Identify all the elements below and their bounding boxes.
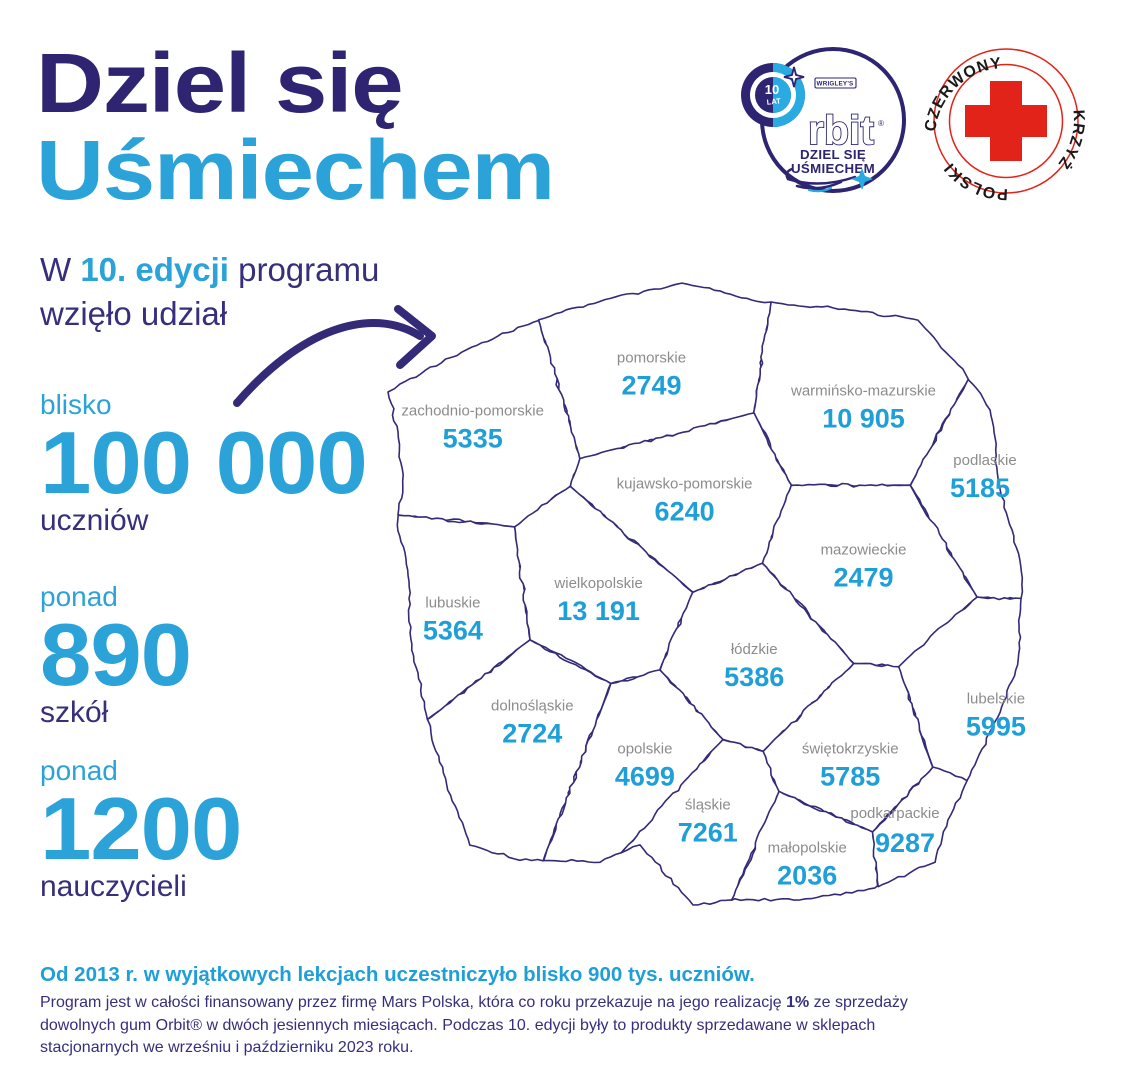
svg-text:lubuskie: lubuskie [425,595,480,612]
svg-text:5335: 5335 [443,424,503,454]
svg-text:dolnośląskie: dolnośląskie [491,697,574,714]
svg-text:5185: 5185 [950,473,1010,503]
svg-text:łódzkie: łódzkie [731,641,778,658]
svg-text:10 905: 10 905 [822,404,905,434]
svg-text:13 191: 13 191 [557,596,640,626]
svg-text:kujawsko-pomorskie: kujawsko-pomorskie [617,476,753,493]
svg-text:lubelskie: lubelskie [967,691,1025,708]
svg-text:7261: 7261 [678,818,738,848]
svg-text:2036: 2036 [777,861,837,891]
svg-text:2749: 2749 [621,371,681,401]
svg-text:podlaskie: podlaskie [953,452,1016,469]
svg-text:mazowieckie: mazowieckie [821,542,907,559]
svg-text:zachodnio-pomorskie: zachodnio-pomorskie [401,403,544,420]
svg-text:5785: 5785 [820,761,880,791]
svg-text:5364: 5364 [423,616,483,646]
svg-text:świętokrzyskie: świętokrzyskie [802,740,899,757]
svg-text:podkarpackie: podkarpackie [850,805,939,822]
svg-text:2724: 2724 [502,718,562,748]
svg-text:pomorskie: pomorskie [617,350,686,367]
svg-text:9287: 9287 [875,828,935,858]
svg-text:śląskie: śląskie [685,797,731,814]
svg-text:warmińsko-mazurskie: warmińsko-mazurskie [790,383,936,400]
svg-text:opolskie: opolskie [617,740,672,757]
svg-text:5386: 5386 [724,662,784,692]
svg-text:6240: 6240 [655,497,715,527]
svg-text:5995: 5995 [966,712,1026,742]
svg-text:2479: 2479 [833,563,893,593]
svg-text:wielkopolskie: wielkopolskie [553,575,642,592]
svg-text:małopolskie: małopolskie [768,840,847,857]
svg-text:4699: 4699 [615,761,675,791]
